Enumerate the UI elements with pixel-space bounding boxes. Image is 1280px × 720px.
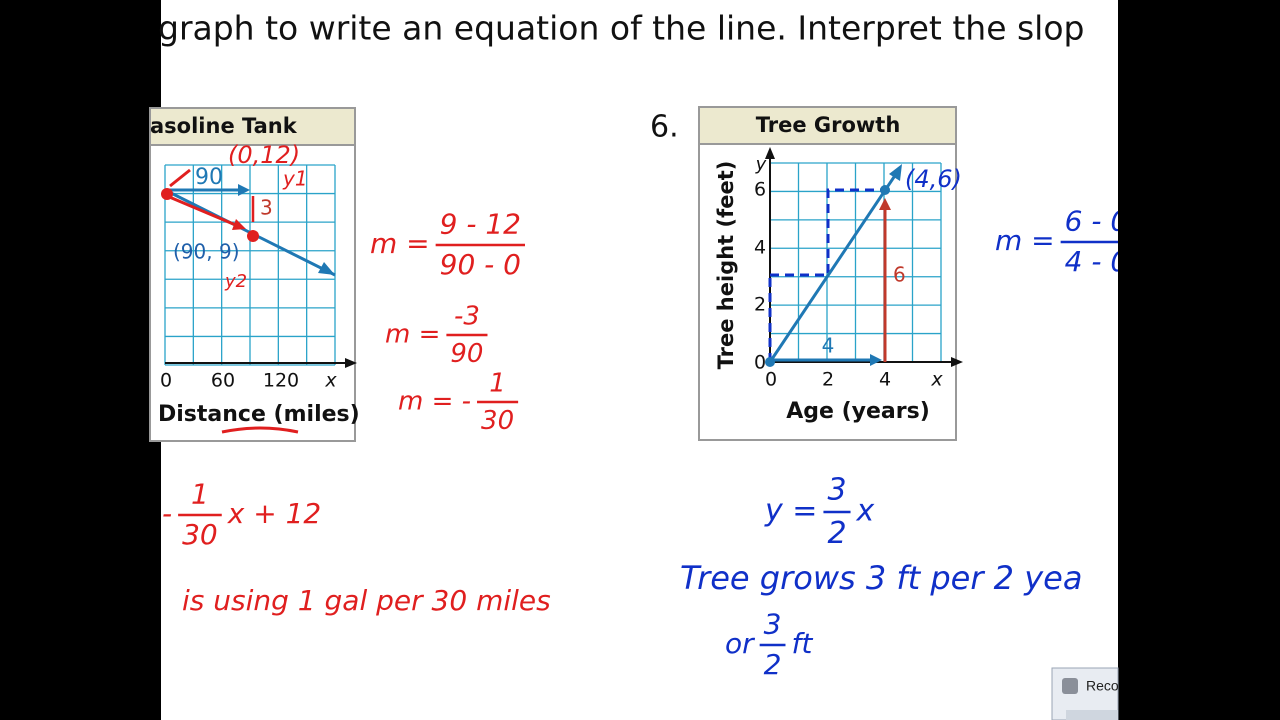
x-tick-label: 60 (211, 370, 235, 392)
grid (164, 164, 357, 368)
y2-label: y2 (224, 271, 247, 292)
slope-numerator: -3 (454, 301, 480, 331)
recorder-button[interactable] (1066, 710, 1118, 720)
arrow-head (318, 262, 335, 275)
tree-interpretation: Tree grows 3 ft per 2 yea (680, 559, 1082, 597)
x-axis-label: Distance (miles) (158, 402, 360, 427)
recorder-icon (1062, 678, 1078, 694)
equation-denominator: 2 (827, 516, 846, 551)
slope-lhs: m = (385, 320, 440, 350)
y-tick-label: 0 (754, 352, 766, 374)
x-axis-label: Age (years) (786, 399, 930, 424)
run-label: 4 (822, 334, 835, 358)
pointer (169, 168, 191, 188)
axis-arrow (951, 357, 963, 367)
slope-lhs: m = - (398, 387, 471, 417)
panel-title-bar (149, 107, 356, 146)
equation-numerator: 3 (827, 473, 846, 508)
alt-rate-rhs: ft (791, 627, 813, 660)
header: graph to write an equation of the line. … (158, 9, 1084, 48)
x-var: x (930, 369, 943, 391)
equation-rhs: x + 12 (227, 497, 321, 530)
axis-arrow (765, 147, 775, 159)
x-tick-label: 0 (160, 370, 172, 392)
y1-label: y1 (282, 167, 308, 191)
equation-numerator: 1 (191, 477, 209, 510)
slope-lhs: m = (370, 227, 430, 260)
graph-line (768, 173, 898, 363)
right-border (1118, 0, 1280, 720)
slope-denominator: 4 - 0 (1065, 245, 1129, 278)
slope-denominator: 90 (450, 339, 483, 369)
recorder-label: Reco (1086, 678, 1119, 694)
point-label: (4,6) (905, 165, 962, 193)
drop-label: 3 (260, 196, 273, 220)
arrow-head (238, 184, 250, 196)
y-tick-label: 6 (754, 179, 766, 201)
recorder-window[interactable]: Reco (1051, 667, 1119, 720)
panel-frame (149, 107, 356, 442)
slope-denominator: 90 - 0 (440, 248, 521, 281)
dashed-guide (770, 188, 885, 277)
slope-numerator: 9 - 12 (440, 207, 521, 240)
point (247, 230, 259, 242)
alt-rate-denominator: 2 (764, 648, 782, 681)
panel-title-bar (698, 106, 957, 145)
rise-label: 6 (893, 263, 906, 287)
equation-lhs: - (162, 497, 172, 530)
point (765, 357, 775, 367)
panel-title: asoline Tank (150, 114, 298, 138)
equation-lhs: y = (764, 494, 817, 529)
slope-lhs: m = (995, 224, 1055, 257)
x-var: x (324, 370, 337, 392)
alt-rate-lhs: or (725, 627, 755, 660)
point-label: (0,12) (228, 141, 300, 169)
run-label: 90 (195, 165, 223, 190)
arrow-head (232, 219, 246, 230)
x-tick-label: 2 (822, 369, 834, 391)
equation-rhs: x (856, 494, 875, 529)
slope-numerator: 1 (489, 368, 506, 398)
tree-panel: Tree Growth Tree height (feet) y 0 2 4 6… (698, 106, 963, 441)
panel-title: Tree Growth (756, 113, 901, 137)
alt-rate-numerator: 3 (764, 607, 782, 640)
annotation-arrow (166, 194, 239, 228)
y-tick-label: 2 (754, 294, 766, 316)
arrow-head (879, 198, 891, 210)
x-tick-label: 120 (263, 370, 299, 392)
point (161, 188, 173, 200)
y-axis-label: Tree height (feet) (714, 161, 738, 370)
slope-numerator: 6 - 0 (1065, 204, 1129, 237)
x-tick-label: 0 (765, 369, 777, 391)
x-tick-label: 4 (879, 369, 891, 391)
arrow-head (889, 164, 902, 181)
gas-panel: asoline Tank 0 60 120 x Distance (miles) (149, 107, 360, 442)
problem-number: 6. (650, 110, 679, 145)
y-tick-label: 4 (754, 237, 766, 259)
point (880, 185, 890, 195)
y-var: y (755, 154, 767, 175)
equation-denominator: 30 (182, 518, 218, 551)
slope-denominator: 30 (481, 406, 514, 436)
axis-arrow (345, 358, 357, 368)
underline (221, 426, 299, 434)
arrow-head (870, 354, 882, 366)
gas-interpretation: is using 1 gal per 30 miles (182, 584, 551, 617)
point-label: (90, 9) (173, 240, 240, 264)
